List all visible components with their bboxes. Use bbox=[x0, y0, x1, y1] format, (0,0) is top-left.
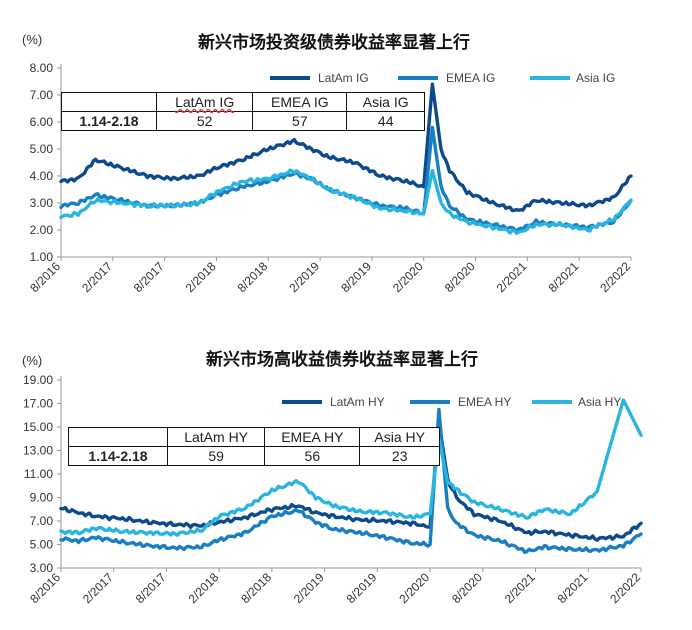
ig-y-tick-label: 8.00 bbox=[30, 61, 54, 75]
ig-legend-emea-label: EMEA IG bbox=[446, 71, 495, 85]
ig-series-emea-line bbox=[59, 125, 633, 234]
hy-x-tick-label: 2/2022 bbox=[607, 570, 643, 606]
ig-y-tick-label: 4.00 bbox=[30, 169, 54, 183]
hy-table-period: 1.14-2.18 bbox=[68, 446, 168, 466]
ig-table-emea-value: 57 bbox=[252, 111, 348, 131]
hy-y-tick-label: 13.00 bbox=[23, 444, 53, 458]
ig-table-latam-value: 52 bbox=[155, 111, 254, 131]
hy-x-tick-label: 8/2017 bbox=[133, 570, 169, 606]
hy-y-tick-label: 7.00 bbox=[30, 514, 54, 528]
ig-x-tick-label: 8/2021 bbox=[545, 259, 581, 295]
ig-table-header-emea: EMEA IG bbox=[252, 92, 348, 112]
ig-table-corner bbox=[61, 92, 157, 112]
ig-table-period: 1.14-2.18 bbox=[61, 111, 157, 131]
hy-table-header-latam: LatAm HY bbox=[166, 427, 266, 447]
hy-x-tick-label: 8/2021 bbox=[555, 570, 591, 606]
ig-x-tick-label: 8/2017 bbox=[131, 259, 167, 295]
hy-series-emea-line bbox=[59, 407, 643, 555]
ig-table-asia-value: 44 bbox=[346, 111, 425, 131]
hy-table-header-emea: EMEA HY bbox=[264, 427, 361, 447]
hy-series-asia-line bbox=[59, 398, 643, 537]
hy-x-tick-label: 2/2018 bbox=[185, 570, 221, 606]
ig-table-header-asia: Asia IG bbox=[346, 92, 425, 112]
ig-x-tick-label: 2/2020 bbox=[390, 259, 426, 295]
hy-y-tick-label: 3.00 bbox=[30, 561, 54, 575]
hy-stats-table: LatAm HY EMEA HY Asia HY 1.14-2.18 59 56… bbox=[68, 427, 440, 466]
ig-chart-svg: 1.00 2.00 3.00 4.00 5.00 6.00 7.00 8.00 8/2016 2/… bbox=[27, 61, 633, 295]
ig-unit-label: (%) bbox=[22, 32, 43, 47]
hy-y-tick-label: 15.00 bbox=[23, 420, 53, 434]
hy-table-header-asia: Asia HY bbox=[359, 427, 440, 447]
ig-series-latam-line bbox=[59, 82, 633, 213]
hy-chart-svg: 3.00 5.00 7.00 9.00 11.00 13.00 15.00 17.00 19.0… bbox=[23, 373, 643, 606]
ig-table-header-latam: LatAm IG bbox=[155, 92, 254, 112]
ig-x-tick-label: 2/2017 bbox=[79, 259, 115, 295]
hy-y-tick-label: 17.00 bbox=[23, 397, 53, 411]
hy-table-header-row: LatAm HY EMEA HY Asia HY bbox=[68, 427, 440, 447]
hy-unit-label: (%) bbox=[22, 353, 43, 368]
hy-x-tick-label: 2/2021 bbox=[502, 570, 538, 606]
hy-x-tick-label: 8/2020 bbox=[449, 570, 485, 606]
hy-y-tick-label: 19.00 bbox=[23, 373, 53, 387]
hy-legend-asia-label: Asia HY bbox=[578, 395, 621, 409]
hy-y-tick-label: 11.00 bbox=[24, 467, 53, 481]
hy-y-tick-label: 5.00 bbox=[30, 538, 54, 552]
ig-x-tick-label: 2/2022 bbox=[597, 259, 633, 295]
hy-chart-title: 新兴市场高收益债券收益率显著上行 bbox=[206, 350, 478, 369]
ig-y-tick-label: 1.00 bbox=[30, 250, 54, 264]
ig-y-tick-label: 3.00 bbox=[30, 196, 54, 210]
ig-x-tick-label: 8/2018 bbox=[235, 259, 271, 295]
ig-table-header-latam-text: LatAm IG bbox=[175, 94, 235, 110]
ig-stats-table: LatAm IG EMEA IG Asia IG 1.14-2.18 52 57… bbox=[61, 92, 425, 131]
ig-y-tick-label: 5.00 bbox=[30, 142, 54, 156]
hy-x-tick-label: 8/2016 bbox=[27, 570, 63, 606]
ig-x-tick-label: 2/2019 bbox=[286, 259, 322, 295]
ig-chart-panel: (%) 新兴市场投资级债券收益率显著上行 1.00 2.00 3.00 4.00 5.0… bbox=[22, 32, 633, 295]
ig-y-tick-label: 7.00 bbox=[30, 88, 54, 102]
hy-chart-panel: (%) 新兴市场高收益债券收益率显著上行 3.00 5.00 7.00 9.00 11.… bbox=[0, 315, 692, 630]
ig-y-tick-label: 6.00 bbox=[30, 115, 54, 129]
ig-series-asia-line bbox=[59, 168, 633, 236]
hy-x-tick-label: 8/2018 bbox=[238, 570, 274, 606]
ig-legend-latam-label: LatAm IG bbox=[318, 71, 369, 85]
ig-table-header-row: LatAm IG EMEA IG Asia IG bbox=[61, 92, 425, 112]
hy-table-data-row: 1.14-2.18 59 56 23 bbox=[68, 446, 440, 466]
ig-x-tick-label: 8/2020 bbox=[442, 259, 478, 295]
hy-y-tick-label: 9.00 bbox=[30, 491, 54, 505]
ig-table-data-row: 1.14-2.18 52 57 44 bbox=[61, 111, 425, 131]
hy-series-latam-line bbox=[59, 419, 643, 542]
hy-legend-latam-label: LatAm HY bbox=[330, 395, 385, 409]
hy-table-emea-value: 56 bbox=[264, 446, 361, 466]
ig-x-tick-label: 2/2021 bbox=[494, 259, 530, 295]
ig-x-tick-label: 2/2018 bbox=[183, 259, 219, 295]
hy-legend-emea-label: EMEA HY bbox=[458, 395, 511, 409]
hy-x-tick-label: 8/2019 bbox=[344, 570, 380, 606]
hy-x-tick-label: 2/2020 bbox=[396, 570, 432, 606]
ig-x-tick-label: 8/2016 bbox=[27, 259, 63, 295]
ig-x-tick-label: 8/2019 bbox=[338, 259, 374, 295]
ig-chart-title: 新兴市场投资级债券收益率显著上行 bbox=[198, 33, 470, 52]
hy-table-corner bbox=[68, 427, 168, 447]
hy-table-latam-value: 59 bbox=[166, 446, 266, 466]
ig-legend-asia-label: Asia IG bbox=[576, 71, 615, 85]
hy-x-tick-label: 2/2019 bbox=[291, 570, 327, 606]
hy-table-asia-value: 23 bbox=[359, 446, 440, 466]
hy-x-tick-label: 2/2017 bbox=[80, 570, 116, 606]
ig-y-tick-label: 2.00 bbox=[30, 223, 54, 237]
